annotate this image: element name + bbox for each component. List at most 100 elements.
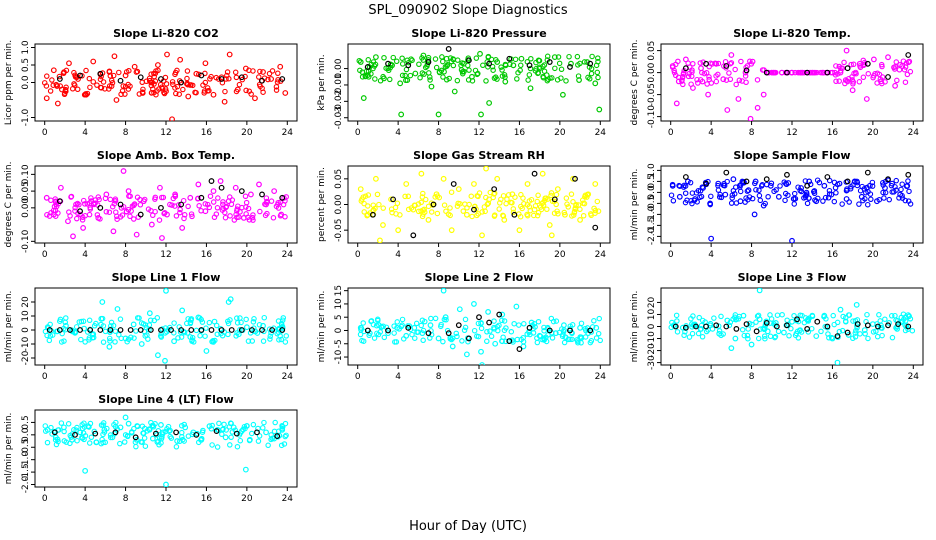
data-point-s0 — [478, 111, 484, 118]
band-point — [152, 194, 159, 201]
band-point — [686, 334, 693, 340]
band-point — [87, 204, 93, 211]
band-point — [102, 328, 109, 335]
band-point — [756, 192, 763, 199]
band-point — [503, 325, 509, 331]
data-point-s0 — [146, 310, 153, 317]
band-point — [596, 315, 602, 322]
data-point-s1 — [178, 327, 185, 333]
band-point — [485, 64, 491, 70]
band-point — [106, 83, 113, 89]
band-point — [573, 201, 579, 208]
band-point — [565, 204, 571, 210]
data-point-s0 — [411, 324, 418, 331]
band-point — [243, 87, 249, 94]
band-point — [139, 79, 145, 86]
x-tick-label: 4 — [82, 372, 88, 382]
panel-title: Slope Amb. Box Temp. — [97, 149, 235, 162]
data-point-s1 — [763, 69, 770, 76]
data-point-s0 — [140, 198, 147, 205]
band-point — [127, 193, 133, 199]
data-point-s0 — [198, 436, 205, 443]
band-point — [708, 193, 714, 200]
band-point — [556, 60, 563, 67]
data-point-s0 — [70, 233, 76, 240]
data-point-s0 — [460, 60, 467, 67]
y-tick-label: 0.00 — [334, 194, 344, 214]
band-point — [501, 318, 508, 324]
band-point — [699, 78, 706, 85]
band-point — [728, 60, 735, 66]
data-point-s1 — [132, 434, 139, 441]
band-point — [744, 332, 751, 339]
data-point-s1 — [67, 327, 73, 333]
band-point — [215, 195, 221, 201]
band-point — [499, 67, 505, 73]
data-point-s0 — [419, 330, 426, 337]
band-point — [869, 183, 876, 189]
data-point-s0 — [357, 186, 364, 193]
band-point — [544, 77, 551, 84]
band-point — [856, 201, 862, 207]
band-point — [571, 208, 578, 215]
band-point — [189, 213, 195, 220]
data-point-s0 — [65, 218, 71, 225]
x-tick-label: 20 — [241, 250, 253, 260]
band-point — [726, 322, 733, 329]
x-tick-label: 0 — [42, 372, 48, 382]
band-point — [53, 201, 59, 208]
band-point — [867, 191, 874, 197]
x-tick-label: 16 — [827, 250, 839, 260]
data-point-s0 — [789, 318, 795, 325]
data-point-s0 — [271, 188, 278, 195]
y-tick-label: 0.0 — [21, 75, 31, 90]
band-point — [870, 329, 877, 335]
band-point — [804, 200, 811, 207]
data-point-s0 — [50, 211, 57, 218]
data-point-s0 — [125, 420, 132, 427]
data-point-s1 — [864, 60, 871, 67]
band-point — [151, 317, 158, 324]
data-point-s0 — [539, 170, 546, 177]
data-point-s0 — [837, 306, 844, 313]
band-point — [475, 333, 482, 340]
band-point — [99, 436, 105, 443]
band-point — [580, 212, 587, 219]
data-point-s0 — [412, 70, 419, 77]
band-point — [416, 61, 422, 67]
data-point-s1 — [672, 323, 679, 330]
band-point — [874, 333, 881, 340]
band-point — [743, 79, 749, 86]
band-point — [498, 64, 504, 70]
data-point-s0 — [80, 225, 87, 231]
data-point-s0 — [906, 58, 913, 65]
band-point — [148, 89, 155, 96]
band-point — [88, 434, 95, 441]
band-point — [422, 196, 429, 203]
series-layer — [668, 288, 916, 365]
data-point-s0 — [772, 319, 779, 326]
data-point-s0 — [225, 299, 232, 305]
band-point — [225, 331, 231, 338]
data-point-s0 — [182, 424, 189, 431]
data-point-s1 — [158, 204, 164, 211]
band-point — [256, 322, 263, 328]
data-point-s0 — [95, 214, 102, 221]
band-point — [491, 318, 497, 324]
band-point — [517, 213, 524, 220]
band-point — [724, 178, 730, 185]
band-point — [561, 339, 568, 346]
x-tick-label: 12 — [473, 250, 484, 260]
band-point — [558, 75, 564, 81]
data-point-s0 — [783, 180, 789, 187]
data-point-s0 — [870, 56, 877, 63]
band-point — [564, 201, 570, 207]
band-point — [689, 69, 695, 75]
data-point-s0 — [836, 180, 843, 187]
data-point-s0 — [751, 211, 758, 218]
data-point-s0 — [527, 85, 534, 92]
band-point — [90, 79, 97, 85]
data-point-s0 — [234, 86, 241, 93]
band-point — [220, 199, 226, 205]
data-point-s0 — [203, 348, 210, 354]
